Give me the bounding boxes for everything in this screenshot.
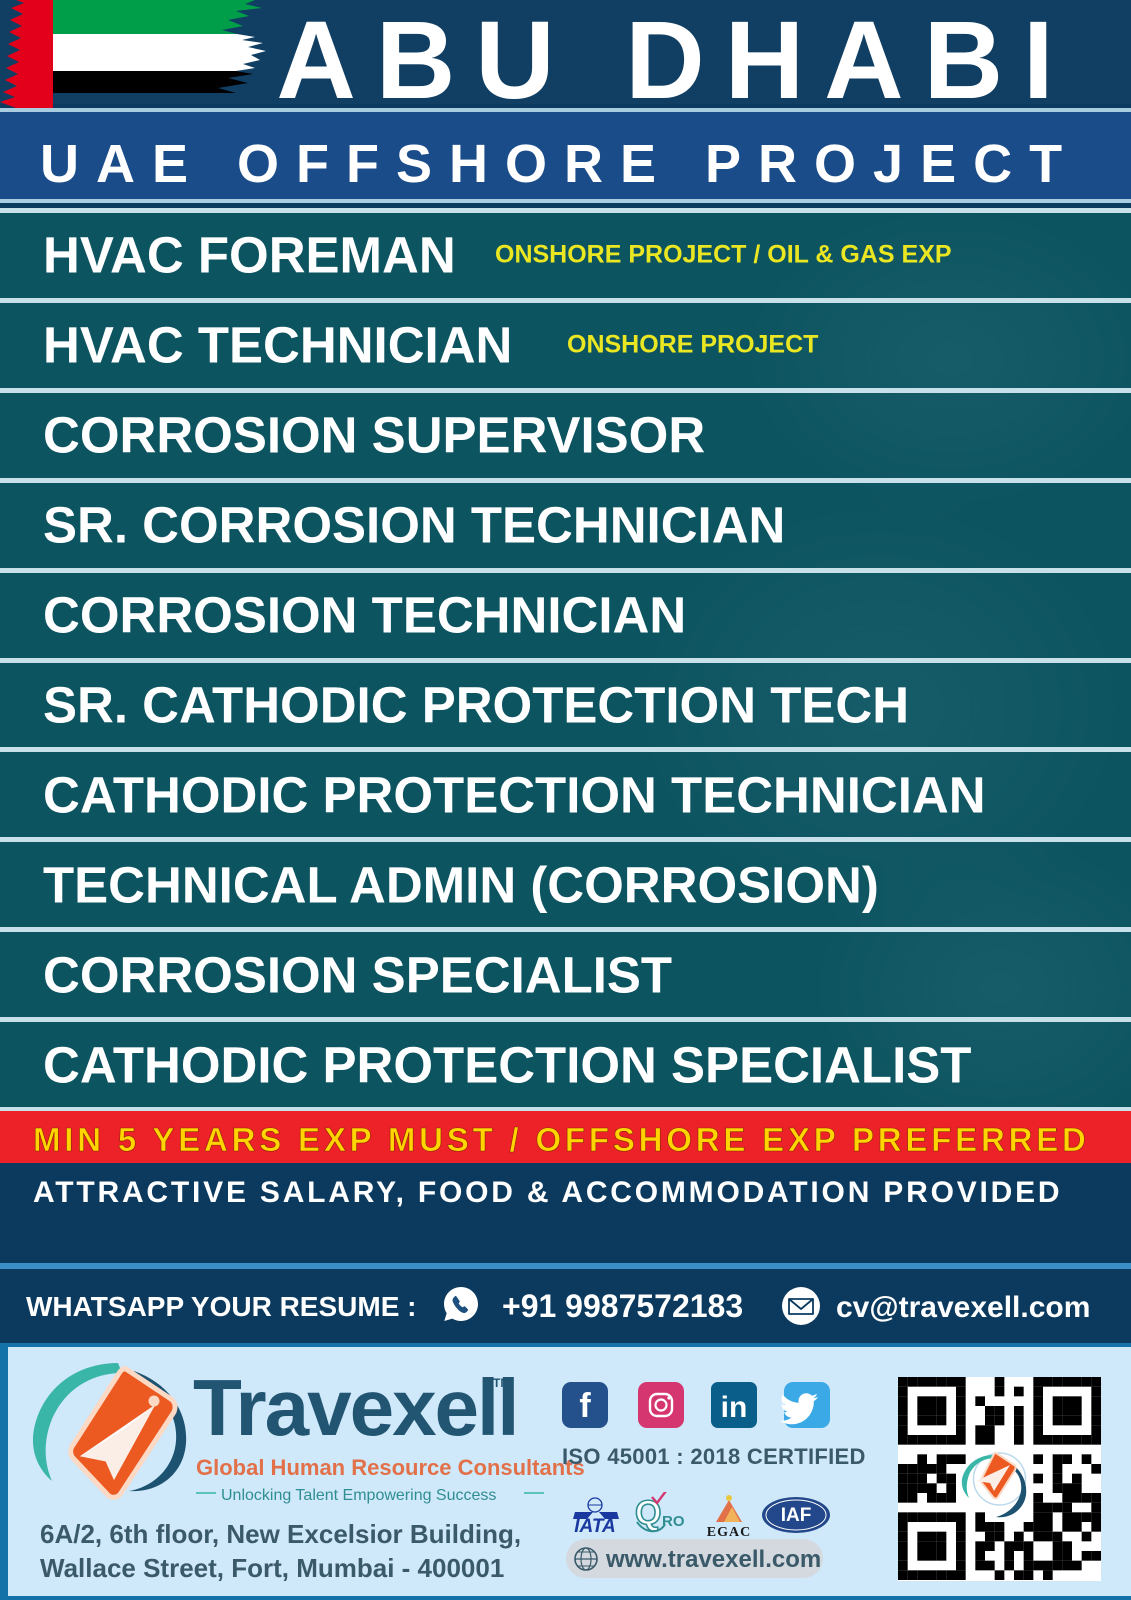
svg-text:Unlocking Talent Empowering Su: Unlocking Talent Empowering Success [221,1487,496,1504]
svg-text:Q: Q [635,1494,661,1532]
svg-text:f: f [579,1387,591,1425]
svg-text:TM: TM [493,1376,510,1390]
svg-text:RO: RO [662,1513,685,1530]
svg-text:IATA: IATA [574,1516,616,1537]
svg-text:MIN 5 YEARS EXP MUST / OFFSHOR: MIN 5 YEARS EXP MUST / OFFSHORE EXP PREF… [33,1121,1090,1158]
svg-text:www.travexell.com: www.travexell.com [605,1546,821,1573]
svg-text:in: in [721,1391,748,1424]
svg-text:+91 9987572183: +91 9987572183 [502,1288,743,1324]
svg-text:Wallace Street, Fort, Mumbai -: Wallace Street, Fort, Mumbai - 400001 [40,1553,504,1583]
svg-text:UAE OFFSHORE PROJECT: UAE OFFSHORE PROJECT [40,134,1079,194]
svg-text:cv@travexell.com: cv@travexell.com [836,1291,1090,1324]
svg-text:Global Human Resource Consulta: Global Human Resource Consultants [196,1455,585,1480]
svg-text:WHATSAPP YOUR RESUME :: WHATSAPP YOUR RESUME : [26,1291,416,1322]
svg-text:Travexell: Travexell [193,1367,518,1452]
svg-text:IAF: IAF [781,1505,812,1526]
svg-text:EGAC: EGAC [707,1525,751,1540]
svg-text:6A/2, 6th floor, New Excelsior: 6A/2, 6th floor, New Excelsior Building, [40,1519,521,1549]
svg-text:ATTRACTIVE SALARY, FOOD & ACCO: ATTRACTIVE SALARY, FOOD & ACCOMMODATION … [33,1176,1062,1209]
svg-text:ISO 45001 : 2018 CERTIFIED: ISO 45001 : 2018 CERTIFIED [562,1444,866,1469]
svg-text:ABU DHABI: ABU DHABI [276,0,1073,108]
